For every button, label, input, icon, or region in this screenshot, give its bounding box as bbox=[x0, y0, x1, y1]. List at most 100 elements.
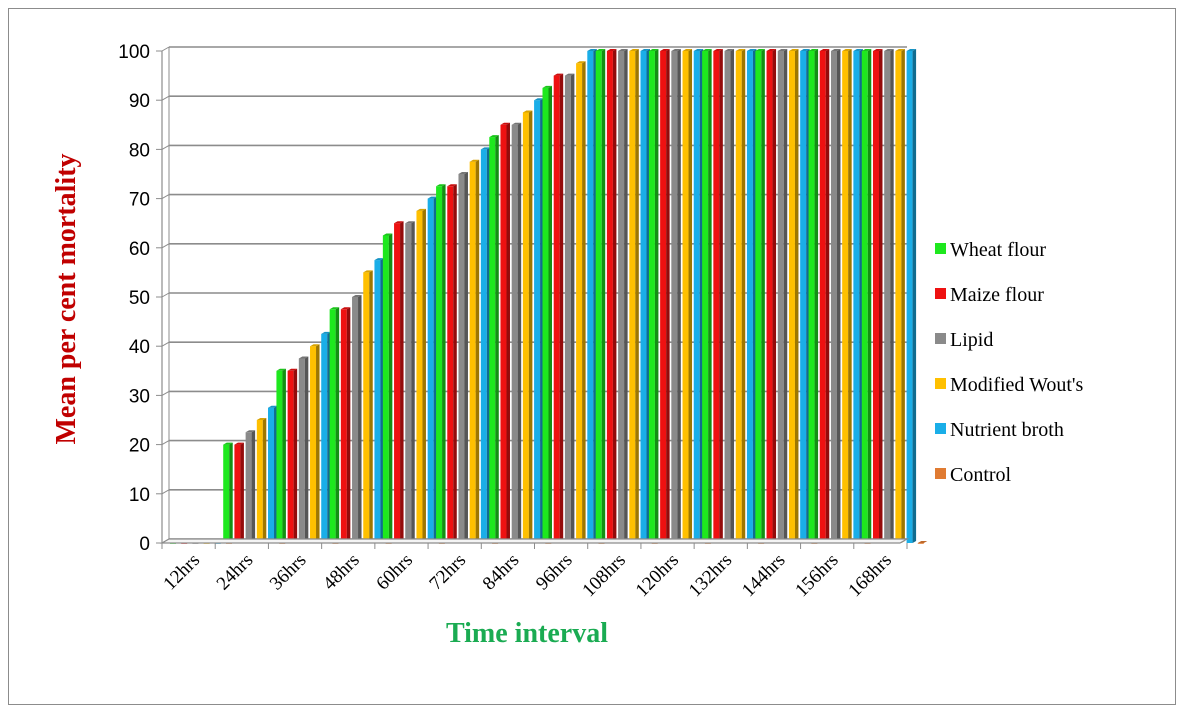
y-tick-label: 100 bbox=[118, 42, 150, 63]
legend-swatch bbox=[935, 423, 946, 434]
bar-top bbox=[724, 49, 735, 51]
bar-top bbox=[268, 405, 278, 408]
bar-top bbox=[374, 258, 384, 261]
bar-top bbox=[234, 442, 244, 445]
bar-front bbox=[819, 51, 826, 543]
bar-front bbox=[629, 51, 636, 543]
bar-side bbox=[624, 49, 628, 543]
bar-side bbox=[901, 49, 905, 543]
legend-item: Modified Wout's bbox=[935, 374, 1084, 396]
bar-front bbox=[895, 51, 902, 543]
bar-top bbox=[321, 331, 331, 334]
bar bbox=[268, 405, 278, 543]
bar-top bbox=[310, 344, 320, 347]
bar-front bbox=[542, 87, 549, 544]
bar-top bbox=[808, 49, 819, 51]
x-tick-label: 72hrs bbox=[426, 550, 471, 595]
bar-side bbox=[601, 49, 606, 543]
gridline-side bbox=[161, 341, 170, 347]
bar-top bbox=[352, 295, 362, 297]
bar-front bbox=[276, 370, 283, 543]
bar-top bbox=[576, 61, 586, 64]
gridline-side bbox=[161, 243, 170, 249]
bar-top bbox=[682, 49, 693, 51]
bar-side bbox=[890, 49, 894, 543]
bar-front bbox=[352, 297, 359, 543]
bar-side bbox=[582, 61, 586, 544]
bar-side bbox=[814, 49, 819, 543]
bar bbox=[648, 49, 659, 543]
y-tick-label: 40 bbox=[129, 337, 150, 358]
bar-top bbox=[693, 49, 704, 51]
bar-front bbox=[427, 198, 434, 543]
bar-top bbox=[906, 49, 917, 51]
bar-side bbox=[464, 172, 468, 543]
bar-front bbox=[564, 75, 571, 543]
bar-front bbox=[287, 370, 294, 543]
bar-front bbox=[522, 112, 529, 543]
bar-side bbox=[730, 49, 735, 543]
bar-front bbox=[746, 51, 753, 543]
bar bbox=[746, 49, 757, 543]
bar-top bbox=[276, 368, 286, 371]
bar-front bbox=[853, 51, 860, 543]
bar-top bbox=[480, 147, 491, 150]
bar bbox=[906, 49, 917, 543]
bar-side bbox=[262, 418, 267, 543]
bar bbox=[755, 49, 765, 543]
x-tick-label: 84hrs bbox=[479, 550, 524, 595]
bar-side bbox=[612, 49, 617, 543]
bar bbox=[872, 49, 883, 543]
bar bbox=[298, 356, 309, 543]
bar bbox=[777, 49, 788, 543]
bar-side bbox=[654, 49, 659, 543]
bar-front bbox=[800, 51, 807, 543]
y-tick-label: 0 bbox=[139, 534, 150, 555]
bar bbox=[861, 49, 872, 543]
bar bbox=[618, 49, 628, 543]
legend-item: Maize flour bbox=[935, 284, 1044, 306]
bar-front bbox=[906, 51, 913, 543]
bar-front bbox=[640, 51, 647, 543]
legend-item: Control bbox=[935, 464, 1012, 486]
bar-side bbox=[708, 49, 712, 543]
legend-label: Wheat flour bbox=[950, 239, 1046, 261]
bar bbox=[310, 344, 320, 543]
legend-swatch bbox=[935, 468, 946, 479]
bar-front bbox=[606, 51, 613, 543]
x-tick-labels: 12hrs 24hrs 36hrs 48hrs 60hrs 72hrs 84hrs 96hrs… bbox=[159, 550, 895, 601]
bar-top bbox=[830, 49, 841, 51]
bar-front bbox=[382, 235, 389, 543]
bar-top bbox=[500, 122, 510, 125]
bar bbox=[713, 49, 723, 543]
bar-side bbox=[293, 368, 298, 543]
y-tick-label: 30 bbox=[129, 386, 150, 407]
bar bbox=[416, 208, 426, 543]
bar-side bbox=[475, 159, 480, 543]
bar bbox=[735, 49, 746, 543]
bar-top bbox=[800, 49, 810, 51]
bar bbox=[522, 110, 533, 543]
bar-front bbox=[363, 272, 370, 543]
bar-front bbox=[256, 420, 263, 543]
bar bbox=[660, 49, 670, 543]
bar-top bbox=[872, 49, 883, 51]
bar-side bbox=[229, 442, 233, 543]
x-tick-label: 168hrs bbox=[844, 550, 895, 601]
bar-top bbox=[522, 110, 533, 113]
y-tick-label: 60 bbox=[129, 239, 150, 260]
bar-front bbox=[702, 51, 709, 543]
bar-side bbox=[335, 307, 340, 543]
bar-top bbox=[853, 49, 863, 51]
bar bbox=[640, 49, 651, 543]
bar-top bbox=[746, 49, 757, 51]
bar-top bbox=[777, 49, 788, 51]
bar bbox=[329, 307, 340, 543]
bar-top bbox=[382, 233, 393, 236]
bar-top bbox=[595, 49, 606, 51]
bar bbox=[693, 49, 704, 543]
bar bbox=[256, 418, 267, 543]
bar-side bbox=[836, 49, 841, 543]
bar-side bbox=[304, 356, 309, 543]
bar-side bbox=[761, 49, 765, 543]
